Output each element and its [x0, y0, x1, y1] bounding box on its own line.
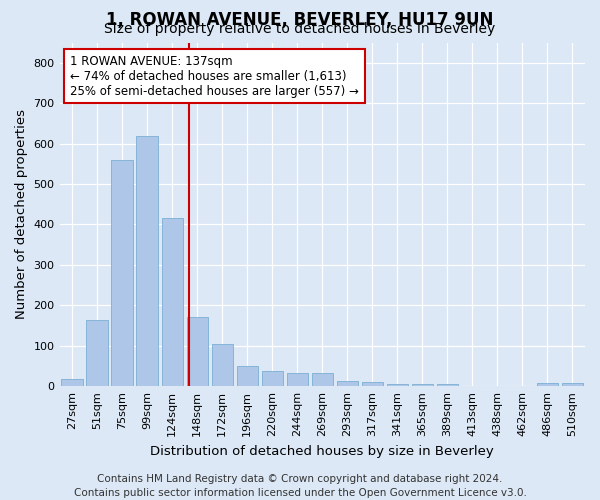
- Bar: [337, 380, 358, 386]
- Bar: [86, 320, 108, 386]
- Bar: [161, 218, 183, 386]
- Bar: [236, 366, 258, 386]
- Bar: [562, 383, 583, 386]
- Bar: [187, 318, 208, 386]
- Bar: [61, 379, 83, 386]
- Bar: [437, 384, 458, 386]
- Bar: [212, 344, 233, 386]
- Text: 1, ROWAN AVENUE, BEVERLEY, HU17 9UN: 1, ROWAN AVENUE, BEVERLEY, HU17 9UN: [106, 12, 494, 30]
- Bar: [537, 383, 558, 386]
- Bar: [387, 384, 408, 386]
- Bar: [112, 160, 133, 386]
- Text: Contains HM Land Registry data © Crown copyright and database right 2024.
Contai: Contains HM Land Registry data © Crown c…: [74, 474, 526, 498]
- Bar: [412, 384, 433, 386]
- Bar: [262, 371, 283, 386]
- Text: Size of property relative to detached houses in Beverley: Size of property relative to detached ho…: [104, 22, 496, 36]
- Bar: [311, 373, 333, 386]
- Bar: [287, 373, 308, 386]
- Text: 1 ROWAN AVENUE: 137sqm
← 74% of detached houses are smaller (1,613)
25% of semi-: 1 ROWAN AVENUE: 137sqm ← 74% of detached…: [70, 54, 359, 98]
- X-axis label: Distribution of detached houses by size in Beverley: Distribution of detached houses by size …: [151, 444, 494, 458]
- Y-axis label: Number of detached properties: Number of detached properties: [15, 110, 28, 320]
- Bar: [136, 136, 158, 386]
- Bar: [362, 382, 383, 386]
